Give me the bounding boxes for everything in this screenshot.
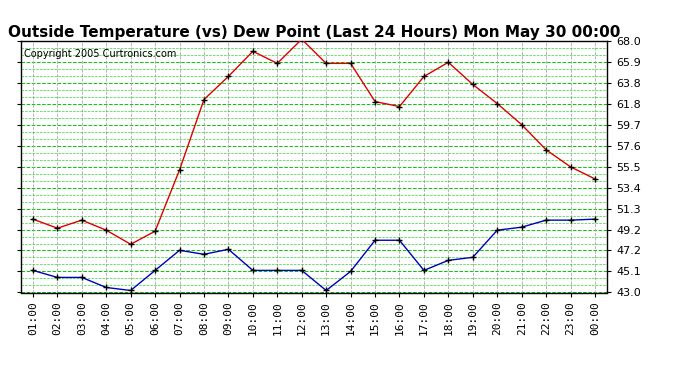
Text: Copyright 2005 Curtronics.com: Copyright 2005 Curtronics.com [23, 49, 176, 59]
Title: Outside Temperature (vs) Dew Point (Last 24 Hours) Mon May 30 00:00: Outside Temperature (vs) Dew Point (Last… [8, 25, 620, 40]
